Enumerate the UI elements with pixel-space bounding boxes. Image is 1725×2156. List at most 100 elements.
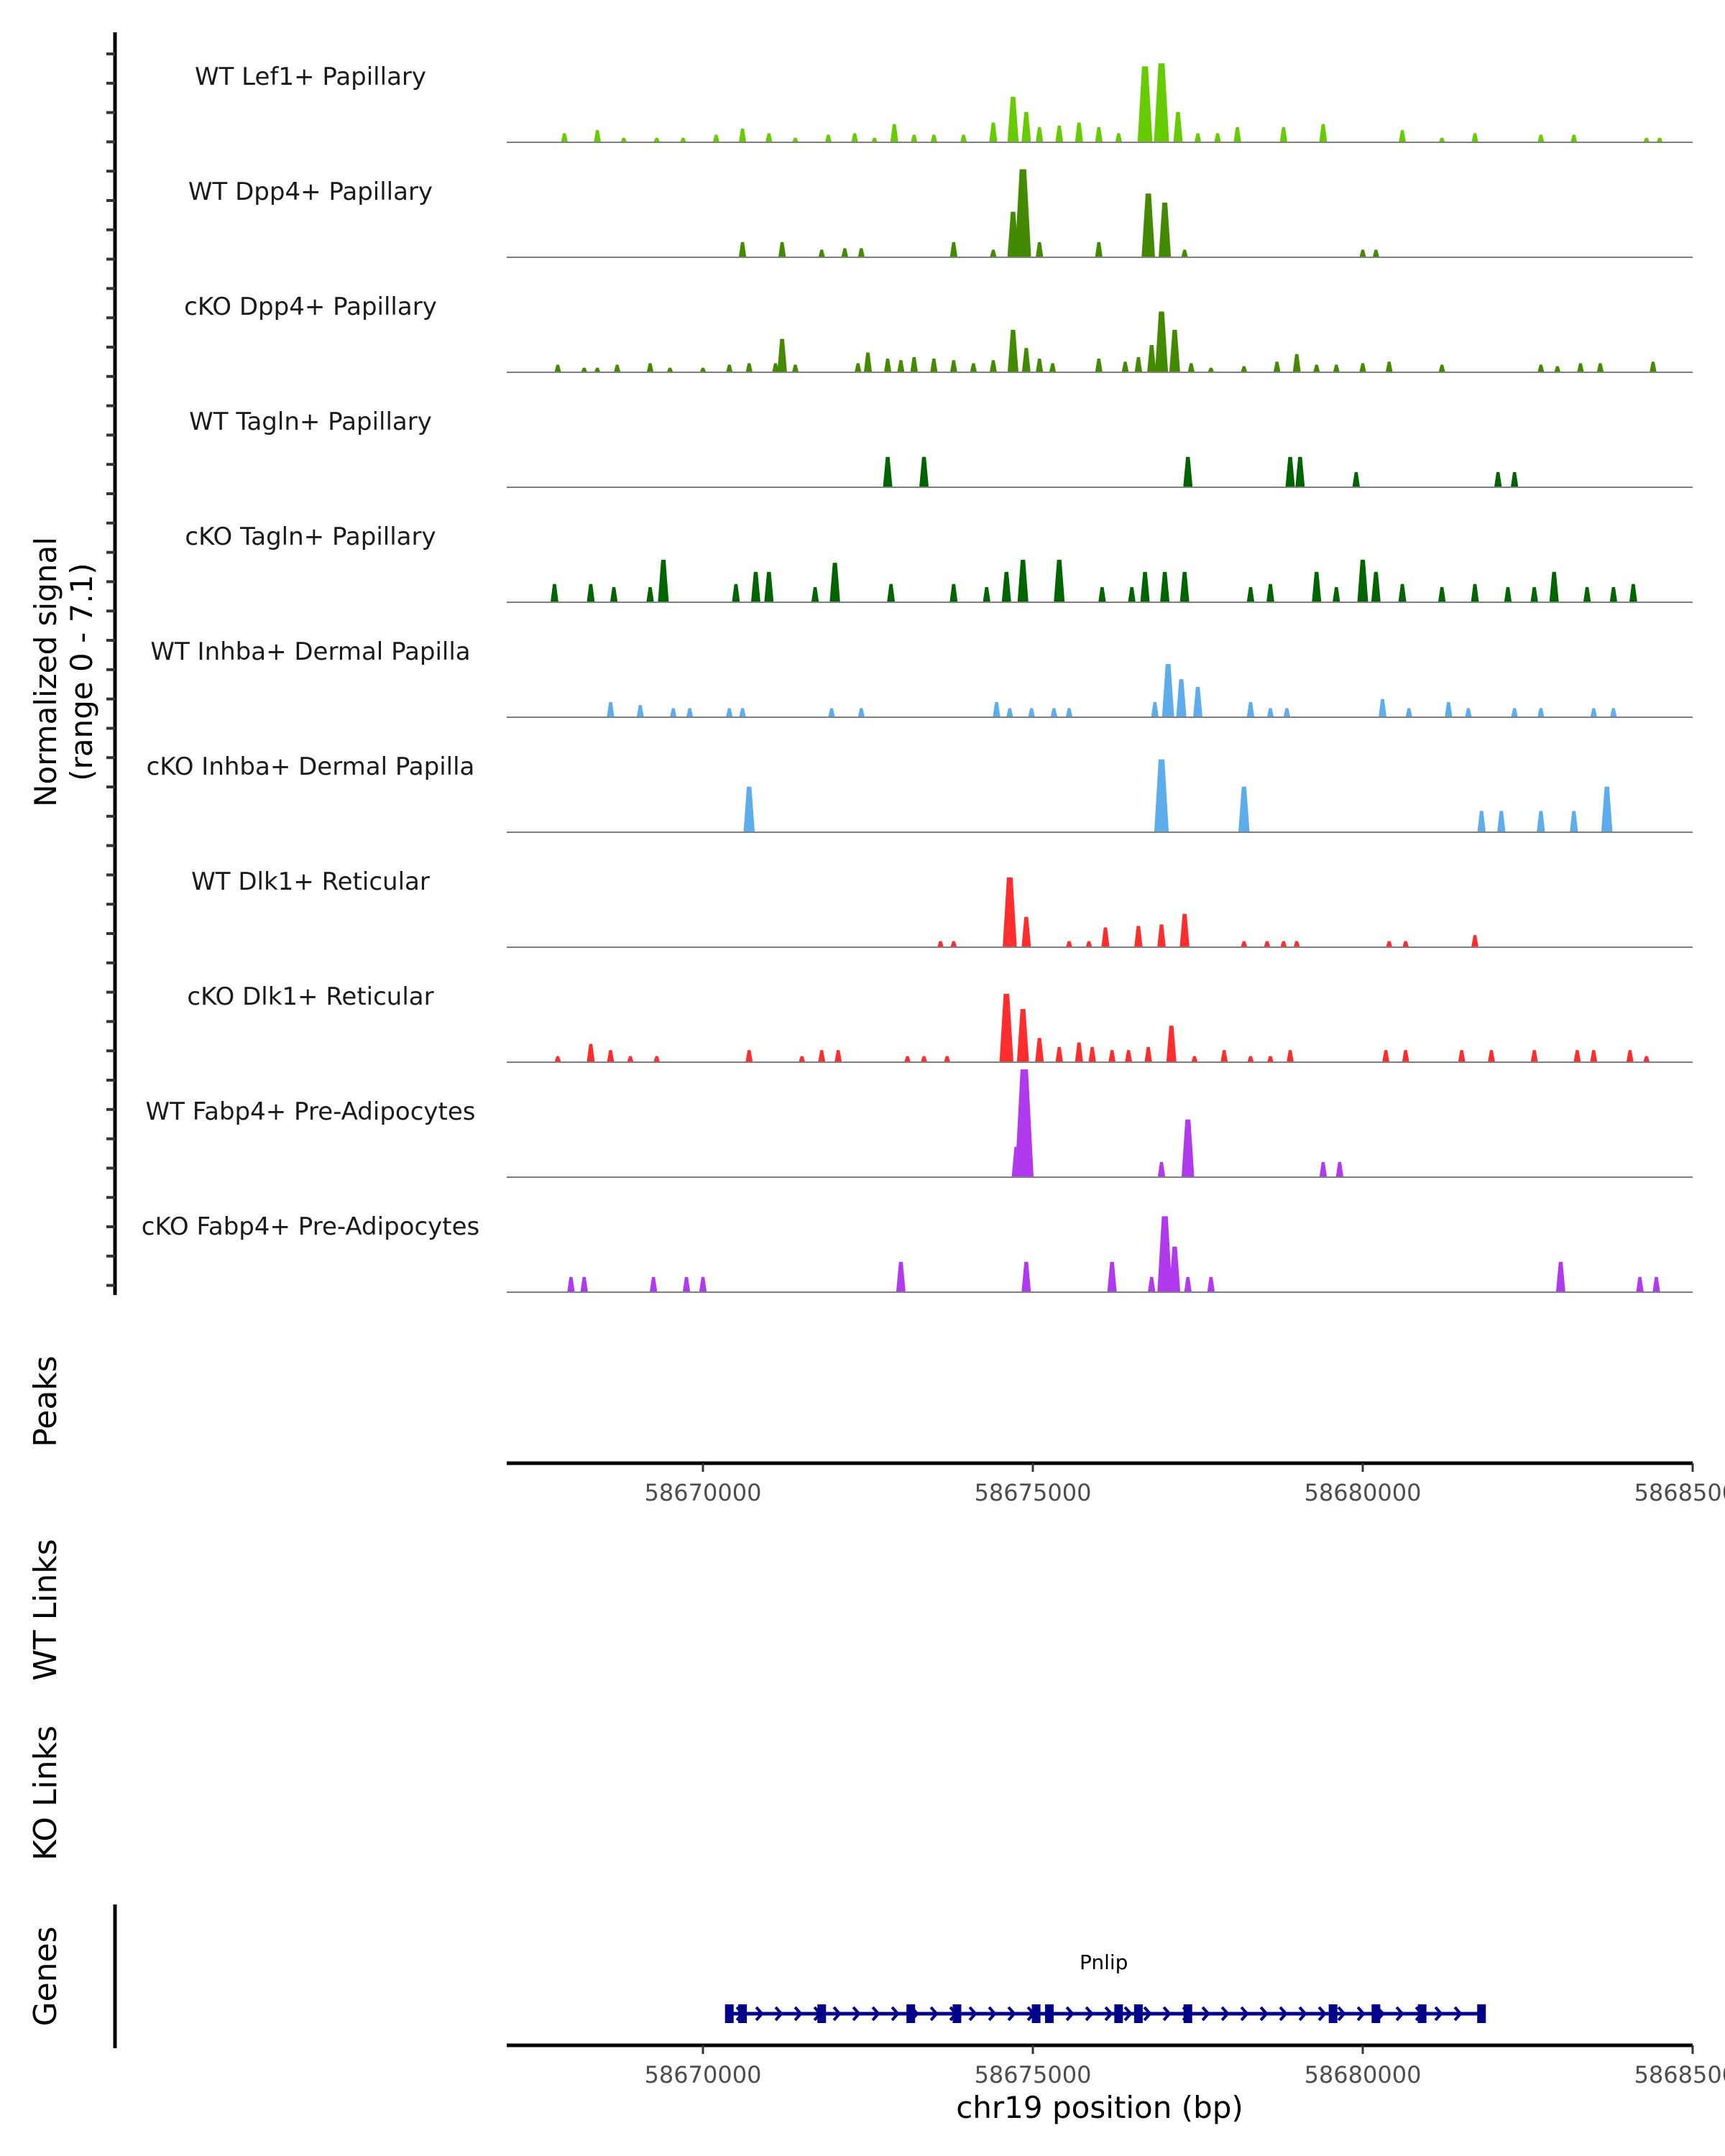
signal-peak (930, 358, 938, 372)
signal-peak (919, 456, 929, 487)
signal-peak (1179, 571, 1190, 602)
signal-peak (904, 1056, 911, 1062)
signal-peak (594, 367, 601, 372)
signal-peak (1208, 367, 1215, 372)
track-cko-dpp4-papillary: cKO Dpp4+ Papillary (184, 292, 1693, 373)
signal-peak (1107, 1261, 1117, 1292)
strand-arrow-icon (1298, 2006, 1307, 2022)
signal-peak (828, 708, 835, 717)
signal-peak (1629, 584, 1637, 602)
signal-peak (910, 356, 919, 372)
signal-peak (1166, 1026, 1177, 1062)
signal-peak (1510, 471, 1519, 487)
signal-peak (911, 134, 918, 142)
signal-peak (1035, 1038, 1044, 1062)
track-wt-dpp4-papillary: WT Dpp4+ Papillary (188, 169, 1693, 258)
strand-arrow-icon (968, 2006, 978, 2022)
signal-peak (970, 363, 978, 372)
signal-peak (1095, 358, 1103, 372)
signal-peak (1359, 363, 1366, 372)
signal-peak (1405, 708, 1413, 717)
signal-peak (1352, 471, 1361, 487)
signal-peak (1549, 571, 1559, 602)
x-axis-title: chr19 position (bp) (956, 2090, 1243, 2125)
signal-peak (1233, 126, 1241, 142)
strand-arrow-icon (1104, 2006, 1113, 2022)
signal-peak (1333, 586, 1340, 602)
signal-peak (1609, 586, 1618, 602)
signal-peak (1357, 559, 1368, 602)
signal-peak (1610, 708, 1617, 717)
signal-peak (1398, 584, 1407, 602)
signal-peak (1643, 137, 1650, 142)
signal-peak (1471, 935, 1479, 947)
signal-peak (1555, 1261, 1565, 1292)
signal-peak (818, 1050, 826, 1062)
signal-peak (1179, 913, 1190, 947)
signal-peak (699, 367, 707, 372)
signal-peak (1095, 126, 1103, 142)
signal-peak (1372, 249, 1379, 257)
signal-peak (649, 1276, 658, 1292)
signal-peak (1487, 1050, 1496, 1062)
signal-peak (1055, 125, 1064, 142)
signal-peak (680, 137, 686, 142)
track-label: WT Fabp4+ Pre-Adipocytes (146, 1097, 476, 1126)
signal-peak (1065, 708, 1073, 717)
signal-peak (1141, 193, 1155, 257)
signal-peak (1098, 586, 1106, 602)
signal-peak (1333, 364, 1340, 372)
gene-exon (1031, 2004, 1041, 2023)
strand-arrow-icon (1007, 2006, 1016, 2022)
signal-peak (1530, 586, 1538, 602)
signal-peak (921, 1056, 928, 1062)
signal-peak (989, 360, 997, 372)
x-tick-label: 58685000 (1634, 1479, 1725, 1506)
signal-peak (1006, 708, 1013, 717)
strand-arrow-icon (1220, 2006, 1230, 2022)
signal-peak (1569, 811, 1578, 832)
signal-peak (586, 584, 595, 602)
signal-peak (653, 137, 661, 142)
strand-arrow-icon (1279, 2006, 1288, 2022)
signal-peak (1050, 708, 1058, 717)
x-tick-label: 58675000 (975, 2061, 1092, 2088)
signal-peak (1147, 1276, 1156, 1292)
signal-peak (1650, 361, 1657, 372)
strand-arrow-icon (1395, 2006, 1404, 2022)
signal-peak (1128, 586, 1136, 602)
signal-peak (738, 128, 747, 142)
signal-peak (561, 133, 568, 142)
signal-peak (1181, 1119, 1195, 1177)
signal-peak (1144, 1046, 1152, 1062)
signal-peak (1159, 202, 1172, 257)
signal-peak (1173, 111, 1183, 142)
signal-peak (1154, 311, 1169, 372)
signal-peak (1075, 122, 1083, 142)
signal-peak (1125, 1050, 1133, 1062)
signal-peak (896, 1261, 906, 1292)
strand-arrow-icon (929, 2006, 939, 2022)
signal-peak (1537, 364, 1545, 372)
signal-peak (1192, 686, 1203, 717)
signal-peak (1151, 701, 1159, 717)
track-label: WT Lef1+ Papillary (195, 63, 426, 91)
signal-peak (1035, 126, 1044, 142)
signal-peak (1015, 1069, 1034, 1177)
signal-peak (1438, 586, 1446, 602)
signal-peak (1169, 329, 1180, 372)
signal-peak (610, 586, 618, 602)
x-tick-label: 58670000 (645, 1479, 762, 1506)
signal-peak (949, 360, 957, 372)
signal-peak (1108, 1050, 1116, 1062)
signal-peak (1504, 586, 1512, 602)
signal-peak (1313, 364, 1320, 372)
signal-peak (1154, 759, 1169, 832)
signal-peak (646, 586, 654, 602)
gene-exon (1114, 2004, 1123, 2023)
signal-peak (1626, 1050, 1634, 1062)
signal-peak (930, 134, 937, 142)
signal-peak (890, 124, 898, 142)
x-tick-label: 58685000 (1634, 2061, 1725, 2088)
signal-peak (1577, 363, 1584, 372)
